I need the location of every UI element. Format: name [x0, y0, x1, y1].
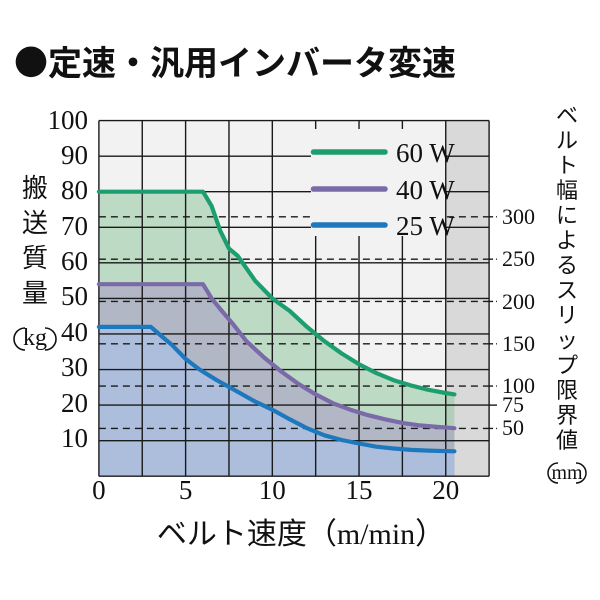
svg-text:60 W: 60 W — [396, 138, 455, 168]
svg-text:50: 50 — [61, 281, 88, 311]
svg-text:10: 10 — [259, 475, 286, 505]
svg-text:質: 質 — [22, 244, 48, 273]
svg-text:値: 値 — [556, 428, 578, 453]
svg-text:プ: プ — [556, 353, 578, 378]
svg-text:40 W: 40 W — [396, 175, 455, 205]
svg-text:幅: 幅 — [556, 178, 578, 203]
svg-text:0: 0 — [92, 475, 106, 505]
svg-text:限: 限 — [556, 378, 578, 403]
svg-text:界: 界 — [556, 403, 578, 428]
svg-text:量: 量 — [22, 279, 48, 308]
svg-text:る: る — [556, 253, 578, 278]
svg-text:20: 20 — [61, 388, 88, 418]
svg-text:300: 300 — [502, 204, 535, 229]
svg-text:40: 40 — [61, 317, 88, 347]
svg-text:ベルト速度（m/min）: ベルト速度（m/min） — [157, 518, 445, 551]
svg-text:20: 20 — [432, 475, 459, 505]
svg-text:mm: mm — [551, 462, 583, 484]
svg-text:150: 150 — [502, 331, 535, 356]
svg-text:30: 30 — [61, 352, 88, 382]
svg-text:75: 75 — [502, 392, 524, 417]
svg-text:ス: ス — [556, 278, 578, 303]
svg-text:5: 5 — [179, 475, 193, 505]
svg-text:250: 250 — [502, 246, 535, 271]
svg-text:ベ: ベ — [556, 103, 578, 128]
svg-text:100: 100 — [48, 105, 89, 135]
svg-text:90: 90 — [61, 140, 88, 170]
svg-text:60: 60 — [61, 246, 88, 276]
svg-text:に: に — [556, 203, 578, 228]
svg-text:80: 80 — [61, 175, 88, 205]
svg-text:送: 送 — [22, 209, 48, 238]
svg-text:搬: 搬 — [22, 174, 48, 203]
svg-text:70: 70 — [61, 211, 88, 241]
svg-text:ッ: ッ — [556, 328, 578, 353]
svg-text:50: 50 — [502, 415, 524, 440]
svg-text:25 W: 25 W — [396, 211, 455, 241]
svg-text:kg: kg — [23, 325, 47, 351]
svg-text:15: 15 — [346, 475, 373, 505]
svg-text:よ: よ — [556, 228, 578, 253]
svg-text:10: 10 — [61, 423, 88, 453]
svg-text:ル: ル — [556, 128, 578, 153]
svg-text:リ: リ — [556, 303, 578, 328]
svg-text:ト: ト — [556, 153, 578, 178]
svg-text:200: 200 — [502, 289, 535, 314]
